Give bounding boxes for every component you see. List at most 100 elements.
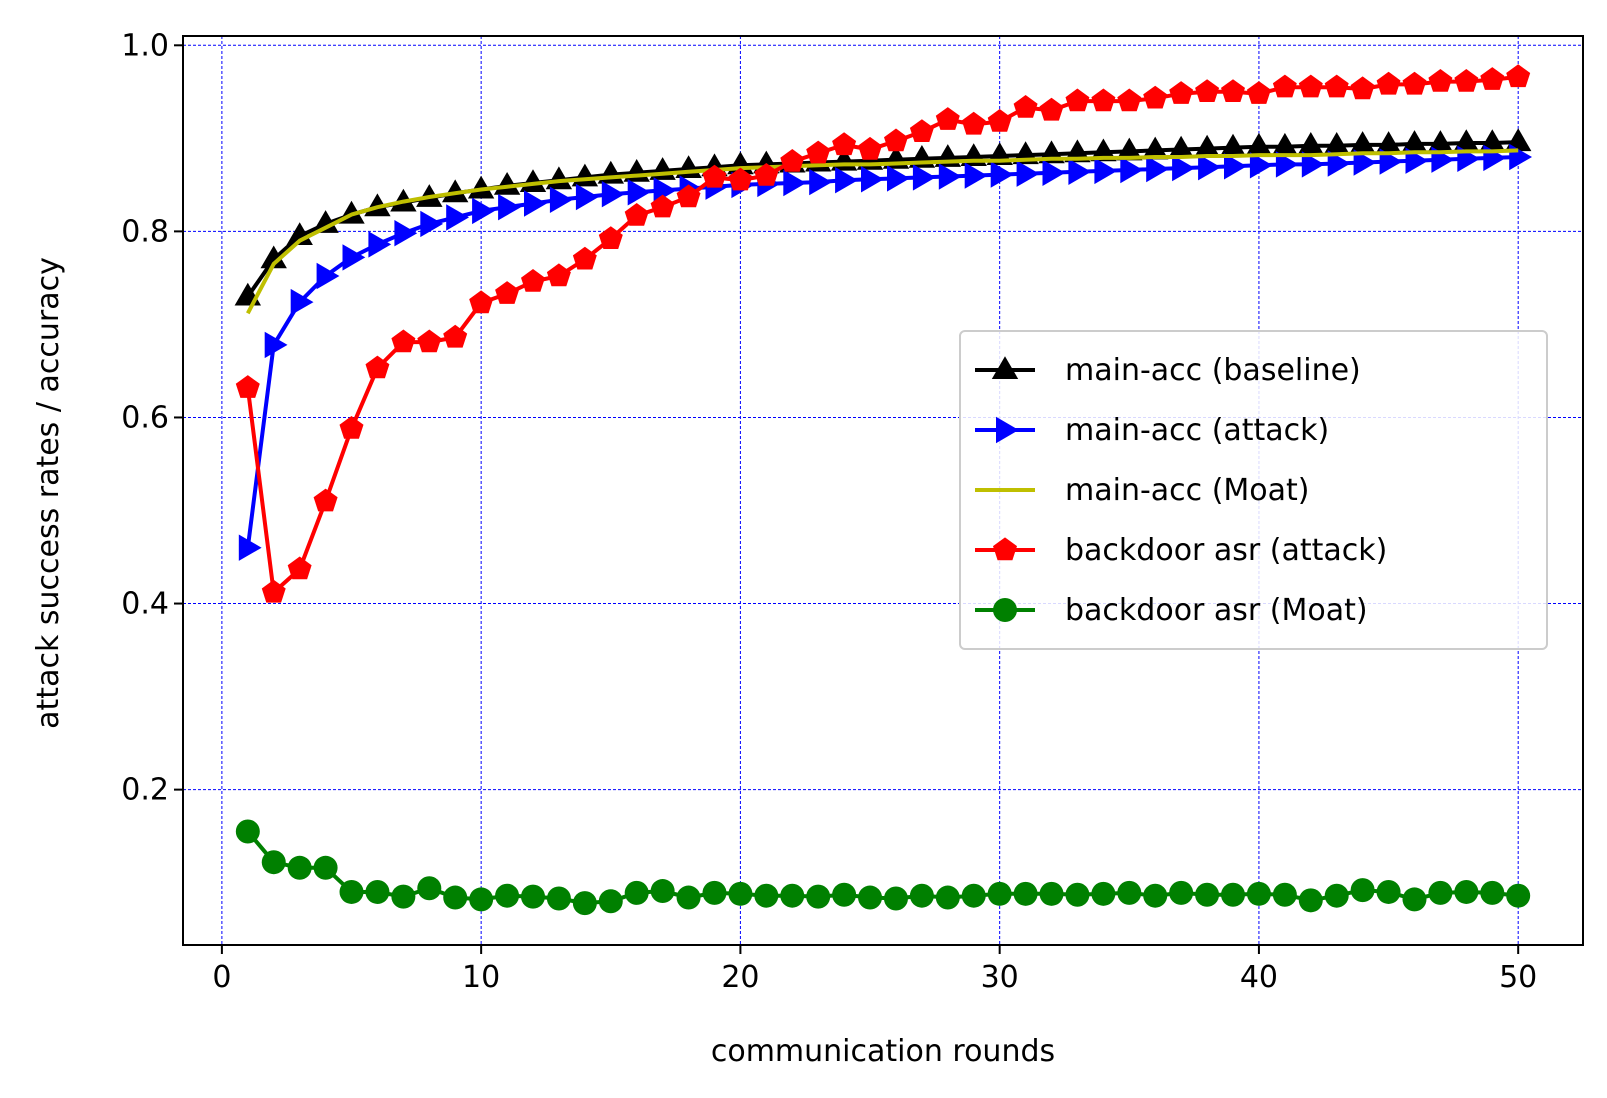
- legend-label: backdoor asr (Moat): [1065, 593, 1368, 628]
- data-point: [1193, 134, 1221, 158]
- data-point: [858, 885, 883, 910]
- data-point: [1297, 132, 1324, 155]
- data-point: [442, 179, 469, 203]
- series-2: [246, 148, 1519, 315]
- data-point: [1480, 880, 1505, 905]
- data-point: [342, 244, 366, 271]
- data-point: [832, 882, 857, 907]
- data-point: [650, 194, 675, 218]
- data-point: [883, 886, 908, 911]
- data-point: [394, 220, 418, 247]
- data-point: [238, 534, 262, 561]
- data-point: [235, 819, 260, 844]
- legend-item: main-acc (Moat): [975, 473, 1309, 508]
- data-point: [1350, 878, 1375, 903]
- x-tick-label: 50: [1499, 960, 1537, 995]
- data-point: [1198, 154, 1221, 181]
- data-point: [1068, 158, 1092, 185]
- data-point: [313, 855, 338, 880]
- data-point: [368, 231, 392, 258]
- data-point: [1016, 160, 1040, 187]
- data-point: [1169, 81, 1194, 104]
- data-point: [1169, 880, 1194, 905]
- data-point: [1376, 879, 1401, 904]
- data-point: [832, 132, 857, 156]
- data-point: [728, 167, 753, 191]
- data-point: [521, 269, 545, 292]
- data-point: [546, 263, 571, 287]
- legend-marker: [993, 598, 1017, 622]
- data-point: [728, 881, 753, 906]
- legend-label: main-acc (baseline): [1065, 353, 1361, 388]
- data-point: [598, 889, 623, 914]
- data-point: [935, 107, 960, 130]
- data-point: [1427, 130, 1454, 153]
- data-point: [1402, 71, 1427, 95]
- data-point: [446, 204, 469, 231]
- data-point: [521, 884, 545, 909]
- data-point: [1221, 882, 1245, 907]
- data-point: [235, 375, 260, 398]
- data-point: [1042, 159, 1066, 186]
- data-point: [1142, 136, 1169, 160]
- legend-label: main-acc (Moat): [1065, 473, 1309, 508]
- x-tick-label: 10: [462, 960, 500, 995]
- data-point: [754, 163, 779, 186]
- data-point: [1275, 151, 1299, 178]
- data-point: [1143, 883, 1168, 908]
- data-point: [961, 883, 986, 908]
- data-point: [339, 416, 364, 439]
- data-point: [1506, 883, 1531, 908]
- x-axis: 0 10 20 30 40 50: [212, 945, 1537, 995]
- data-point: [1245, 132, 1273, 156]
- data-point: [754, 883, 779, 908]
- data-point: [316, 262, 340, 290]
- data-point: [676, 184, 701, 208]
- data-point: [1271, 132, 1299, 156]
- data-point: [1039, 881, 1064, 906]
- data-point: [472, 197, 495, 225]
- series-4: [235, 819, 1531, 916]
- data-point: [549, 186, 573, 213]
- data-point: [1506, 64, 1531, 88]
- data-point: [443, 324, 468, 348]
- data-point: [365, 879, 390, 904]
- legend-item: main-acc (baseline): [975, 353, 1361, 388]
- data-point: [391, 884, 416, 909]
- data-point: [1013, 95, 1038, 118]
- legend-marker: [991, 356, 1019, 379]
- data-point: [1146, 155, 1169, 183]
- y-tick-label: 0.4: [121, 587, 169, 622]
- data-point: [1350, 76, 1375, 100]
- x-tick-label: 20: [721, 960, 759, 995]
- data-point: [261, 850, 286, 875]
- data-point: [624, 203, 649, 226]
- data-point: [964, 162, 988, 189]
- plot-series: [234, 64, 1532, 916]
- data-point: [861, 166, 884, 193]
- data-point: [990, 161, 1014, 188]
- x-tick-label: 0: [212, 960, 231, 995]
- legend-item: backdoor asr (Moat): [975, 593, 1368, 628]
- data-point: [1064, 139, 1091, 163]
- data-point: [339, 879, 364, 904]
- data-point: [1402, 887, 1427, 912]
- data-point: [650, 879, 675, 904]
- data-point: [1120, 156, 1144, 184]
- data-point: [1324, 883, 1349, 908]
- data-point: [1272, 882, 1297, 907]
- data-point: [1091, 881, 1116, 906]
- data-point: [1167, 135, 1195, 159]
- data-point: [1094, 157, 1118, 185]
- x-axis-label: communication rounds: [711, 1034, 1055, 1069]
- y-axis-label: attack success rates / accuracy: [31, 257, 66, 729]
- series-3: [235, 64, 1531, 603]
- data-point: [598, 226, 623, 249]
- data-point: [1428, 69, 1453, 92]
- series-1: [238, 143, 1532, 561]
- data-point: [858, 136, 882, 160]
- data-point: [1221, 79, 1245, 102]
- data-point: [1249, 152, 1273, 179]
- data-point: [417, 329, 442, 353]
